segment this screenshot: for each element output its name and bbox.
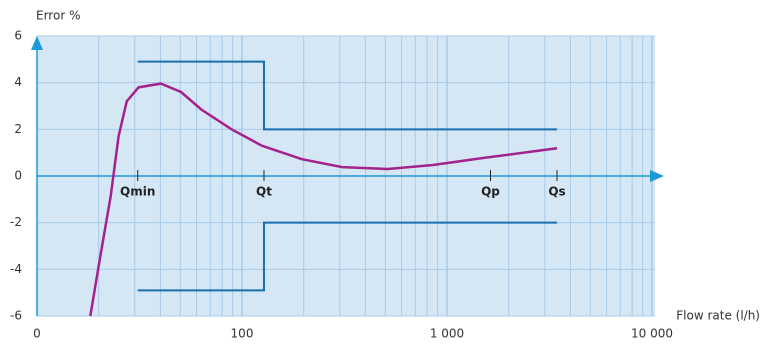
x-tick-label: 1 000 <box>430 327 464 341</box>
y-tick-label: -2 <box>10 215 22 229</box>
series-line <box>89 82 558 317</box>
annotation-label: Qs <box>548 185 565 199</box>
x-tick-label: 100 <box>231 327 254 341</box>
annotation-label: Qp <box>481 185 500 199</box>
x-tick-label: 0 <box>33 327 41 341</box>
x-axis-label: Flow rate (l/h) <box>676 309 760 323</box>
y-tick-label: 4 <box>14 75 22 89</box>
y-tick-label: -4 <box>10 262 22 276</box>
annotation-label: Qt <box>256 185 272 199</box>
y-tick-label: 6 <box>14 29 22 43</box>
annotation-label: Qmin <box>120 185 155 199</box>
y-axis-label: Error % <box>36 9 80 23</box>
y-tick-label: 2 <box>14 122 22 136</box>
x-tick-label: 10 000 <box>631 327 673 341</box>
y-tick-label: 0 <box>14 169 22 183</box>
series-line <box>137 60 557 131</box>
y-tick-label: -6 <box>10 309 22 323</box>
y-axis-arrow <box>31 36 43 50</box>
series-line <box>137 221 557 292</box>
x-axis-arrow <box>650 170 664 182</box>
